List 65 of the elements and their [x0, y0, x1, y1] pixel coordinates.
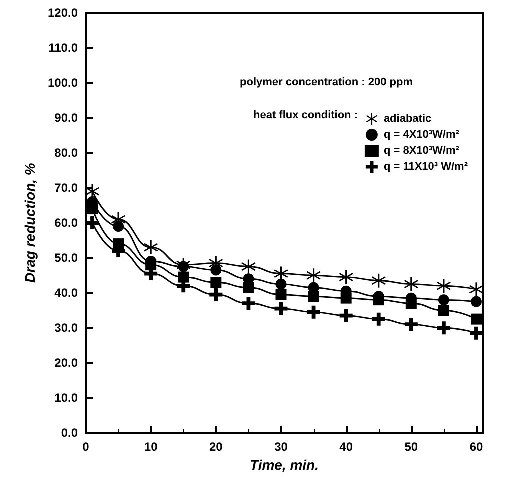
- point: [340, 309, 353, 322]
- point: [373, 294, 384, 306]
- y-tick-label: 50.0: [54, 251, 78, 266]
- point: [86, 216, 100, 230]
- y-tick-label: 100.0: [48, 76, 78, 90]
- point: [86, 184, 100, 199]
- annotation: polymer concentration : 200 ppm: [240, 76, 414, 88]
- y-tick-label: 90.0: [54, 111, 78, 126]
- point: [470, 326, 483, 340]
- y-tick-label: 0.0: [61, 426, 78, 440]
- point: [274, 266, 288, 281]
- y-tick-label: 70.0: [54, 181, 78, 196]
- y-tick-label: 60.0: [54, 216, 78, 230]
- legend-label: q = 11X10³ W/m²: [384, 161, 468, 173]
- point: [242, 260, 256, 274]
- point: [146, 260, 157, 271]
- point: [210, 277, 222, 288]
- x-tick-label: 50: [404, 440, 418, 454]
- point: [242, 297, 256, 310]
- x-tick-label: 20: [209, 440, 224, 454]
- point: [87, 204, 98, 215]
- point: [144, 240, 158, 255]
- y-tick-label: 110.0: [48, 41, 78, 56]
- point: [308, 291, 320, 302]
- legend-label: q = 8X10³W/m²: [384, 145, 460, 157]
- y-tick-label: 10.0: [54, 391, 78, 406]
- x-tick-label: 0: [82, 440, 90, 454]
- x-tick-label: 30: [274, 440, 288, 454]
- point: [437, 322, 450, 335]
- point: [469, 282, 484, 297]
- point: [339, 270, 354, 284]
- point: [274, 302, 288, 316]
- point: [306, 268, 321, 283]
- y-tick-label: 120.0: [48, 6, 78, 20]
- legend-label: q = 4X10³W/m²: [384, 129, 460, 141]
- legend-title: heat flux condition :: [254, 110, 358, 122]
- y-axis-title: Drag reduction, %: [22, 162, 38, 283]
- point: [307, 306, 320, 319]
- x-tick-label: 10: [144, 440, 158, 454]
- y-tick-label: 40.0: [54, 286, 78, 300]
- point: [178, 261, 190, 272]
- point: [406, 298, 417, 310]
- y-tick-label: 20.0: [54, 356, 78, 370]
- point: [276, 278, 287, 290]
- point: [210, 264, 222, 276]
- point: [340, 292, 352, 304]
- point: [436, 279, 451, 294]
- y-tick-label: 30.0: [54, 321, 78, 336]
- x-tick-label: 60: [470, 440, 484, 454]
- x-tick-label: 40: [340, 440, 354, 454]
- legend-label: adiabatic: [384, 113, 432, 125]
- point: [471, 296, 482, 308]
- x-axis-title: Time, min.: [250, 457, 319, 473]
- point: [113, 221, 124, 232]
- point: [372, 274, 386, 288]
- y-tick-label: 80.0: [54, 146, 78, 160]
- point: [372, 312, 386, 326]
- point: [276, 289, 287, 300]
- point: [404, 277, 418, 292]
- point: [470, 314, 482, 325]
- point: [243, 282, 254, 294]
- point: [438, 294, 450, 306]
- point: [210, 288, 223, 302]
- point: [404, 318, 418, 332]
- point: [438, 305, 450, 316]
